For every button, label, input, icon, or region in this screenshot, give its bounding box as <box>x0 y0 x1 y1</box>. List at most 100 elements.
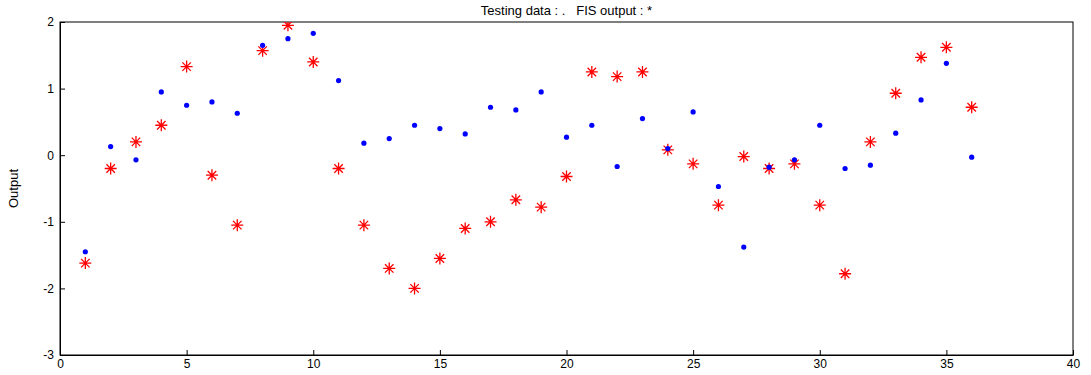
dot-marker <box>741 245 746 250</box>
y-tick-mark <box>60 89 65 90</box>
x-tick: 5 <box>184 350 191 371</box>
asterisk-marker <box>864 136 876 148</box>
asterisk-marker <box>155 119 167 131</box>
x-tick-label: 20 <box>560 357 574 371</box>
dot-marker <box>387 136 392 141</box>
x-tick-mark <box>567 350 568 355</box>
asterisk-marker <box>535 201 547 213</box>
dot-marker <box>615 164 620 169</box>
asterisk-marker <box>712 199 724 211</box>
dot-marker <box>184 103 189 108</box>
dot-marker <box>311 31 316 36</box>
asterisk-marker <box>636 66 648 78</box>
asterisk-marker <box>358 219 370 231</box>
asterisk-marker <box>763 163 775 175</box>
x-tick: 40 <box>1067 350 1081 371</box>
asterisk-marker <box>485 216 497 228</box>
asterisk-marker <box>890 87 902 99</box>
x-tick-mark <box>313 350 314 355</box>
x-tick-label: 40 <box>1067 357 1081 371</box>
dot-marker <box>918 97 923 102</box>
data-layer <box>79 22 977 294</box>
asterisk-marker <box>206 169 218 181</box>
asterisk-marker <box>814 199 826 211</box>
dot-marker <box>513 107 518 112</box>
y-tick-label: -1 <box>43 215 54 229</box>
y-tick: -2 <box>43 282 65 296</box>
x-tick-mark <box>693 350 694 355</box>
dot-marker <box>159 89 164 94</box>
y-tick-label: 1 <box>47 82 54 96</box>
dot-marker <box>539 89 544 94</box>
x-tick-mark <box>187 350 188 355</box>
asterisk-marker <box>79 257 91 269</box>
dot-marker <box>716 184 721 189</box>
x-tick-label: 10 <box>307 357 321 371</box>
series <box>79 22 977 294</box>
dot-marker <box>868 163 873 168</box>
y-axis: -3 -2 -1 0 1 2 <box>43 15 65 362</box>
x-tick-mark <box>820 350 821 355</box>
x-tick-label: 0 <box>57 357 64 371</box>
dot-marker <box>260 43 265 48</box>
asterisk-marker <box>586 66 598 78</box>
dot-marker <box>285 36 290 41</box>
dot-marker <box>488 105 493 110</box>
dot-marker <box>235 111 240 116</box>
chart: 0510152025303540-3-2-1012Testing data : … <box>0 0 1091 375</box>
asterisk-marker <box>510 194 522 206</box>
asterisk-marker <box>181 61 193 73</box>
x-tick: 10 <box>307 350 321 371</box>
x-tick-label: 25 <box>687 357 701 371</box>
asterisk-marker <box>687 158 699 170</box>
plot-frame <box>60 22 1073 355</box>
y-tick: 1 <box>47 82 65 96</box>
dot-marker <box>640 116 645 121</box>
y-tick-label: 2 <box>47 15 54 29</box>
y-tick: -1 <box>43 215 65 229</box>
x-tick-label: 35 <box>940 357 954 371</box>
x-tick: 15 <box>434 350 448 371</box>
asterisk-marker <box>915 51 927 63</box>
dot-marker <box>83 249 88 254</box>
plot-background <box>60 22 1073 355</box>
asterisk-marker <box>561 171 573 183</box>
asterisk-marker <box>662 144 674 156</box>
dot-marker <box>842 166 847 171</box>
plot: 0510152025303540-3-2-1012 <box>43 15 1080 370</box>
dot-marker <box>691 109 696 114</box>
title: Testing data : . FIS output : * <box>481 3 652 18</box>
dot-marker <box>108 144 113 149</box>
asterisk-marker <box>383 262 395 274</box>
asterisk-marker <box>409 282 421 294</box>
dot-marker <box>463 131 468 136</box>
x-tick-mark <box>440 350 441 355</box>
y-tick: 0 <box>47 149 65 163</box>
dot-marker <box>665 146 670 151</box>
dot-marker <box>133 157 138 162</box>
series <box>83 31 975 255</box>
y-tick-label: -3 <box>43 348 54 362</box>
y-tick-mark <box>60 222 65 223</box>
dot-marker <box>767 165 772 170</box>
asterisk-marker <box>788 158 800 170</box>
x-tick: 20 <box>560 350 574 371</box>
dot-marker <box>361 141 366 146</box>
asterisk-marker <box>434 252 446 264</box>
asterisk-marker <box>282 22 294 31</box>
asterisk-marker <box>333 163 345 175</box>
dot-marker <box>944 61 949 66</box>
asterisk-marker <box>940 41 952 53</box>
x-tick: 35 <box>940 350 954 371</box>
dot-marker <box>589 123 594 128</box>
asterisk-marker <box>611 71 623 83</box>
x-tick: 25 <box>687 350 701 371</box>
dot-marker <box>209 99 214 104</box>
asterisk-marker <box>130 136 142 148</box>
asterisk-marker <box>105 163 117 175</box>
x-tick-label: 5 <box>184 357 191 371</box>
asterisk-marker <box>459 222 471 234</box>
asterisk-marker <box>307 56 319 68</box>
y-tick-mark <box>60 288 65 289</box>
asterisk-marker <box>966 101 978 113</box>
